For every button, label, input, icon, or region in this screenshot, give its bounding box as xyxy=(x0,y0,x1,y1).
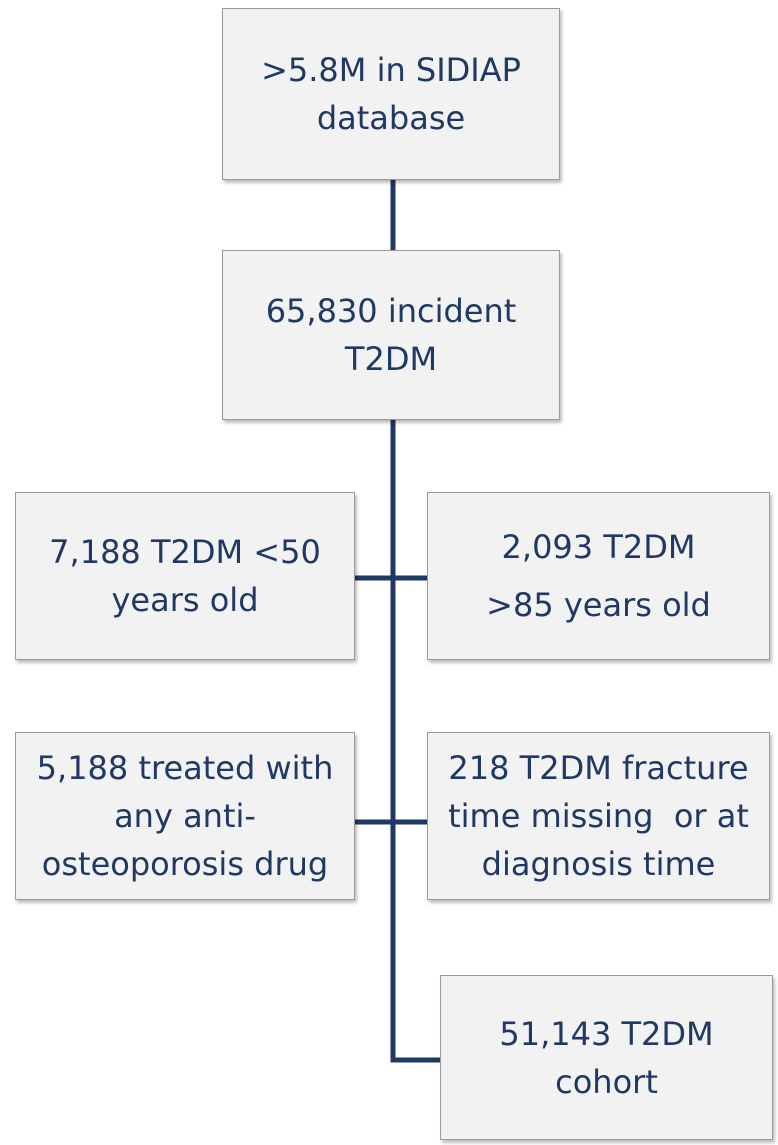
node-text: T2DM xyxy=(344,340,438,378)
node: 218 T2DM fracture time missing or at dia… xyxy=(427,732,770,900)
node-text: >5.8M in SIDIAP xyxy=(261,51,521,89)
node-text: osteoporosis drug xyxy=(41,845,329,883)
node-text: diagnosis time xyxy=(481,845,716,883)
node: >5.8M in SIDIAP database xyxy=(222,8,560,180)
node-text: 218 T2DM fracture xyxy=(448,749,749,787)
node-text: 65,830 incident xyxy=(265,292,517,330)
node-text: >85 years old xyxy=(486,586,711,624)
node-text: any anti- xyxy=(114,797,256,835)
node-text: 2,093 T2DM xyxy=(501,528,696,566)
node: 5,188 treated with any anti- osteoporosi… xyxy=(15,732,355,900)
node: 7,188 T2DM <50 years old xyxy=(15,492,355,660)
node-text: cohort xyxy=(555,1062,658,1101)
node-text: time missing or at xyxy=(448,797,749,835)
node-text: years old xyxy=(111,581,259,619)
node-text: 51,143 T2DM xyxy=(499,1014,714,1053)
node-text: 5,188 treated with xyxy=(36,749,334,787)
node: 2,093 T2DM >85 years old xyxy=(427,492,770,660)
connector xyxy=(390,420,440,1063)
node: 65,830 incident T2DM xyxy=(222,250,560,420)
node-text: database xyxy=(316,99,466,137)
node-text: 7,188 T2DM <50 xyxy=(49,533,321,571)
node: 51,143 T2DM cohort xyxy=(440,975,773,1140)
